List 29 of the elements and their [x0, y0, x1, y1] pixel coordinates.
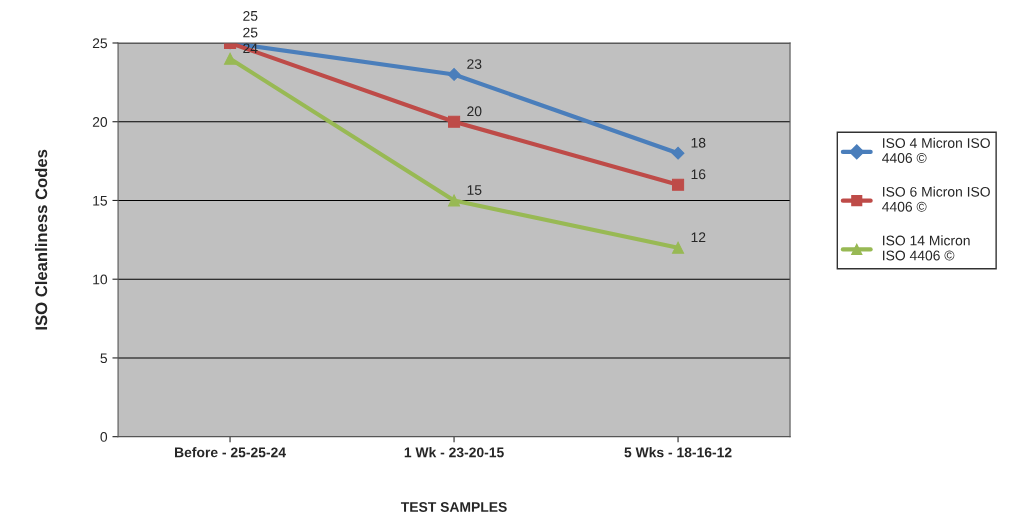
- x-tick-label: Before - 25-25-24: [175, 447, 286, 458]
- legend-label: ISO 6 Micron ISO 4406 ©: [882, 186, 990, 212]
- x-tick-label: 5 Wks - 18-16-12: [624, 447, 732, 458]
- x-tick-label: 1 Wk - 23-20-15: [404, 447, 504, 458]
- data-label: 16: [691, 169, 706, 180]
- data-label: 25: [243, 10, 258, 21]
- point: [447, 194, 461, 207]
- y-tick-label: 25: [92, 38, 108, 49]
- point: [671, 178, 685, 191]
- y-tick-label: 0: [100, 432, 108, 442]
- legend-label: ISO 14 Micron ISO 4406 ©: [883, 235, 970, 261]
- y-tick-label: 5: [100, 353, 108, 364]
- x-axis-title: TEST SAMPLES: [400, 502, 507, 512]
- point: [447, 115, 461, 128]
- legend-label: ISO 4 Micron ISO 4406 ©: [882, 137, 990, 163]
- data-label: 15: [467, 185, 482, 195]
- y-tick-label: 10: [93, 274, 108, 285]
- data-label: 25: [243, 27, 258, 38]
- data-label: 12: [691, 232, 706, 243]
- data-label: 23: [467, 59, 482, 69]
- point: [671, 146, 685, 160]
- data-label: 20: [467, 106, 482, 117]
- data-label: 18: [691, 137, 706, 148]
- point: [671, 241, 685, 254]
- y-axis-title: ISO Cleanliness Codes: [34, 149, 48, 330]
- y-tick-label: 15: [93, 195, 108, 206]
- y-tick-label: 20: [92, 117, 108, 127]
- point: [223, 52, 237, 65]
- point: [447, 68, 461, 81]
